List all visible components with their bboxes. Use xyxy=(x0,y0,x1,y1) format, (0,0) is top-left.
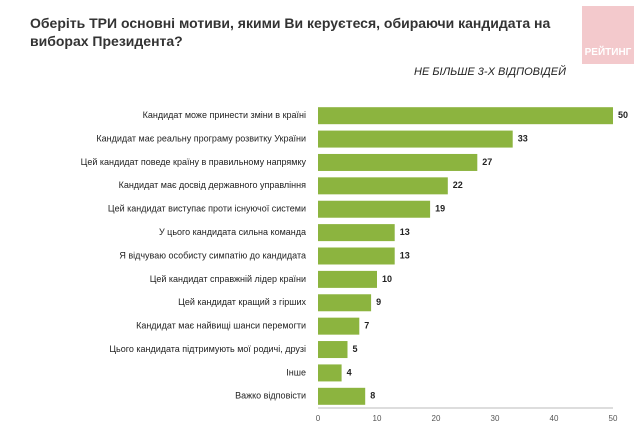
y-tick-label: Кандидат має найвищі шанси перемогти xyxy=(136,321,306,331)
bar xyxy=(318,177,448,195)
value-label: 9 xyxy=(376,297,381,307)
x-tick-label: 10 xyxy=(373,414,382,423)
bar xyxy=(318,107,613,125)
bar xyxy=(318,200,431,218)
value-label: 22 xyxy=(453,180,463,190)
bar xyxy=(318,387,366,405)
x-tick-label: 0 xyxy=(316,414,321,423)
x-tick-label: 50 xyxy=(609,414,618,423)
value-label: 33 xyxy=(518,133,528,143)
y-tick-label: Цей кандидат виступає проти існуючої сис… xyxy=(108,204,306,214)
bar xyxy=(318,270,377,288)
x-tick-label: 40 xyxy=(550,414,559,423)
y-tick-label: Кандидат може принести зміни в країні xyxy=(143,110,306,120)
bar xyxy=(318,294,372,312)
bar xyxy=(318,247,395,265)
value-label: 8 xyxy=(370,391,375,401)
value-label: 10 xyxy=(382,274,392,284)
value-label: 4 xyxy=(347,367,352,377)
y-tick-label: Важко відповісти xyxy=(235,391,306,401)
y-tick-label: Кандидат має реальну програму розвитку У… xyxy=(96,133,306,143)
value-label: 5 xyxy=(353,344,358,354)
bar xyxy=(318,317,360,335)
y-tick-label: Кандидат має досвід державного управлінн… xyxy=(119,180,307,190)
x-tick-label: 30 xyxy=(491,414,500,423)
y-tick-label: У цього кандидата сильна команда xyxy=(159,227,306,237)
bar xyxy=(318,341,348,359)
value-label: 13 xyxy=(400,227,410,237)
value-label: 19 xyxy=(435,204,445,214)
bar xyxy=(318,130,513,148)
bar xyxy=(318,224,395,242)
chart-subtitle: НЕ БІЛЬШЕ 3-Х ВІДПОВІДЕЙ xyxy=(414,65,566,78)
bar xyxy=(318,364,342,382)
value-label: 7 xyxy=(364,321,369,331)
value-label: 27 xyxy=(482,157,492,167)
y-tick-label: Цей кандидат поведе країну в правильному… xyxy=(81,157,307,167)
value-label: 13 xyxy=(400,250,410,260)
value-label: 50 xyxy=(618,110,628,120)
logo: РЕЙТИНГ xyxy=(582,6,634,64)
chart-title: Оберіть ТРИ основні мотиви, якими Ви кер… xyxy=(30,15,551,49)
y-tick-label: Цього кандидата підтримують мої родичі, … xyxy=(109,344,306,354)
y-tick-label: Інше xyxy=(286,367,306,377)
bar xyxy=(318,153,478,171)
y-tick-label: Цей кандидат справжній лідер країни xyxy=(150,274,306,284)
x-tick-label: 20 xyxy=(432,414,441,423)
y-tick-label: Я відчуваю особисту симпатію до кандидат… xyxy=(119,250,306,260)
y-tick-label: Цей кандидат кращий з гірших xyxy=(178,297,306,307)
